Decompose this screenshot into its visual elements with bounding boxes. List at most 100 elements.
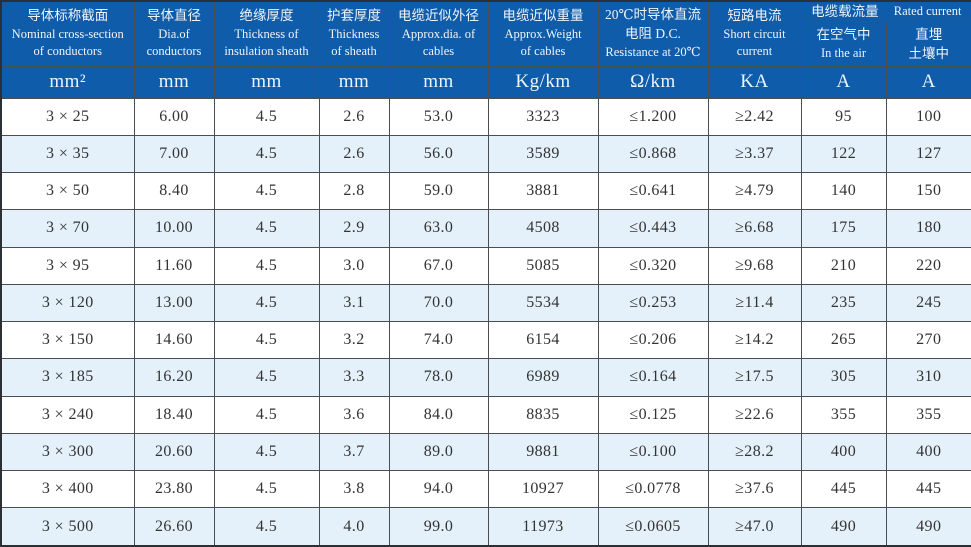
cell-cross-section: 3 × 185 <box>0 358 135 397</box>
cell-sheath-thickness: 3.1 <box>318 283 390 323</box>
cell-ampacity-air: 140 <box>800 171 887 211</box>
cell-dc-resistance: ≤0.164 <box>597 358 709 397</box>
cell-ampacity-buried: 310 <box>885 358 971 397</box>
col-header-conductor-dia: 导体直径 Dia.of conductors <box>133 0 215 67</box>
header-label-zh: 直埋 <box>915 26 943 42</box>
cell-conductor-dia: 18.40 <box>133 395 215 434</box>
header-subhead-row: 在空气中 In the air 直埋 土壤中 <box>1 22 971 67</box>
cell-approx-weight: 5085 <box>487 246 599 285</box>
cell-short-circuit-current: ≥14.2 <box>707 320 802 360</box>
cell-conductor-dia: 13.00 <box>133 283 215 323</box>
cell-short-circuit-current: ≥22.6 <box>707 395 802 434</box>
cell-approx-weight: 3881 <box>487 171 599 211</box>
cell-insulation-thickness: 4.5 <box>213 134 320 174</box>
col-header-short-circuit: 短路电流 Short circuit current <box>707 0 802 67</box>
table-row: 3 × 35 7.00 4.5 2.6 56.0 3589 ≤0.868 ≥3.37 122 12… <box>0 134 971 174</box>
cell-conductor-dia: 10.00 <box>133 209 215 248</box>
cell-insulation-thickness: 4.5 <box>213 507 320 547</box>
cell-approx-weight: 9881 <box>487 432 599 472</box>
cell-dc-resistance: ≤0.641 <box>597 171 709 211</box>
cell-insulation-thickness: 4.5 <box>213 283 320 323</box>
cell-ampacity-buried: 270 <box>885 320 971 360</box>
cell-cross-section: 3 × 70 <box>0 209 135 248</box>
cell-approx-weight: 8835 <box>487 395 599 434</box>
cell-dc-resistance: ≤0.0778 <box>597 469 709 509</box>
cell-insulation-thickness: 4.5 <box>213 209 320 248</box>
cell-cross-section: 3 × 400 <box>0 469 135 509</box>
unit-approx-dia: mm <box>388 65 489 99</box>
cell-ampacity-buried: 355 <box>885 395 971 434</box>
cell-short-circuit-current: ≥47.0 <box>707 507 802 547</box>
header-label-en: current <box>736 44 773 59</box>
cell-ampacity-air: 445 <box>800 469 887 509</box>
cell-cross-section: 3 × 500 <box>0 507 135 547</box>
cell-sheath-thickness: 3.0 <box>318 246 390 285</box>
header-label-en: Approx.dia. of <box>401 26 476 41</box>
unit-dc-resistance: Ω/km <box>597 65 709 99</box>
header-label-zh: 电缆近似重量 <box>502 7 584 23</box>
cell-insulation-thickness: 4.5 <box>213 395 320 434</box>
cell-conductor-dia: 20.60 <box>133 432 215 472</box>
cell-short-circuit-current: ≥37.6 <box>707 469 802 509</box>
cell-short-circuit-current: ≥6.68 <box>707 209 802 248</box>
header-label-zh: 导体标称截面 <box>27 7 109 23</box>
cell-ampacity-air: 490 <box>800 507 887 547</box>
unit-cross-section: mm² <box>0 65 135 99</box>
table-body: 3 × 25 6.00 4.5 2.6 53.0 3323 ≤1.200 ≥2.42 95 100… <box>0 97 971 547</box>
cell-approx-weight: 5534 <box>487 283 599 323</box>
cell-sheath-thickness: 3.2 <box>318 320 390 360</box>
table-row: 3 × 300 20.60 4.5 3.7 89.0 9881 ≤0.100 ≥28.2 400… <box>0 432 971 472</box>
table-header: 导体标称截面 Nominal cross-section of conducto… <box>0 0 971 99</box>
cell-approx-dia: 70.0 <box>388 283 489 323</box>
cell-ampacity-buried: 127 <box>885 134 971 174</box>
cell-approx-dia: 67.0 <box>388 246 489 285</box>
unit-ampacity-buried: A <box>885 65 971 99</box>
unit-sheath-thickness: mm <box>318 65 390 99</box>
cell-ampacity-air: 355 <box>800 395 887 434</box>
table-row: 3 × 50 8.40 4.5 2.8 59.0 3881 ≤0.641 ≥4.79 140 15… <box>0 171 971 211</box>
cell-short-circuit-current: ≥11.4 <box>707 283 802 323</box>
cell-ampacity-buried: 445 <box>885 469 971 509</box>
cell-conductor-dia: 7.00 <box>133 134 215 174</box>
col-header-ampacity-air: 在空气中 In the air <box>800 22 887 67</box>
header-label-en: insulation sheath <box>224 44 309 59</box>
cell-dc-resistance: ≤0.443 <box>597 209 709 248</box>
cell-approx-dia: 74.0 <box>388 320 489 360</box>
cell-ampacity-air: 235 <box>800 283 887 323</box>
cell-short-circuit-current: ≥17.5 <box>707 358 802 397</box>
table-row: 3 × 240 18.40 4.5 3.6 84.0 8835 ≤0.125 ≥22.6 355… <box>0 395 971 434</box>
cell-insulation-thickness: 4.5 <box>213 358 320 397</box>
table-row: 3 × 150 14.60 4.5 3.2 74.0 6154 ≤0.206 ≥14.2 265… <box>0 320 971 360</box>
header-label-zh: 电缆载流量 <box>811 3 879 19</box>
cell-sheath-thickness: 2.8 <box>318 171 390 211</box>
cell-approx-dia: 89.0 <box>388 432 489 472</box>
cell-conductor-dia: 23.80 <box>133 469 215 509</box>
table-row: 3 × 120 13.00 4.5 3.1 70.0 5534 ≤0.253 ≥11.4 235… <box>0 283 971 323</box>
cell-sheath-thickness: 3.8 <box>318 469 390 509</box>
cell-ampacity-buried: 180 <box>885 209 971 248</box>
col-header-sheath-thickness: 护套厚度 Thickness of sheath <box>318 0 390 67</box>
cell-cross-section: 3 × 35 <box>0 134 135 174</box>
cell-dc-resistance: ≤0.868 <box>597 134 709 174</box>
cell-sheath-thickness: 4.0 <box>318 507 390 547</box>
cell-dc-resistance: ≤0.206 <box>597 320 709 360</box>
header-label-zh: 护套厚度 <box>327 7 381 23</box>
unit-conductor-dia: mm <box>133 65 215 99</box>
cell-sheath-thickness: 3.3 <box>318 358 390 397</box>
header-label-en: of conductors <box>33 44 102 59</box>
cell-insulation-thickness: 4.5 <box>213 171 320 211</box>
col-header-rated-current-band: 电缆载流量 Rated current <box>800 0 971 24</box>
cell-cross-section: 3 × 95 <box>0 246 135 285</box>
cell-ampacity-air: 95 <box>800 97 887 136</box>
cell-ampacity-buried: 400 <box>885 432 971 472</box>
header-label-en: Resistance at 20℃ <box>605 44 701 59</box>
cell-approx-weight: 6154 <box>487 320 599 360</box>
cell-dc-resistance: ≤0.253 <box>597 283 709 323</box>
header-label-en: In the air <box>820 46 867 61</box>
cell-ampacity-buried: 100 <box>885 97 971 136</box>
cell-dc-resistance: ≤0.320 <box>597 246 709 285</box>
cell-ampacity-air: 400 <box>800 432 887 472</box>
cell-dc-resistance: ≤0.0605 <box>597 507 709 547</box>
